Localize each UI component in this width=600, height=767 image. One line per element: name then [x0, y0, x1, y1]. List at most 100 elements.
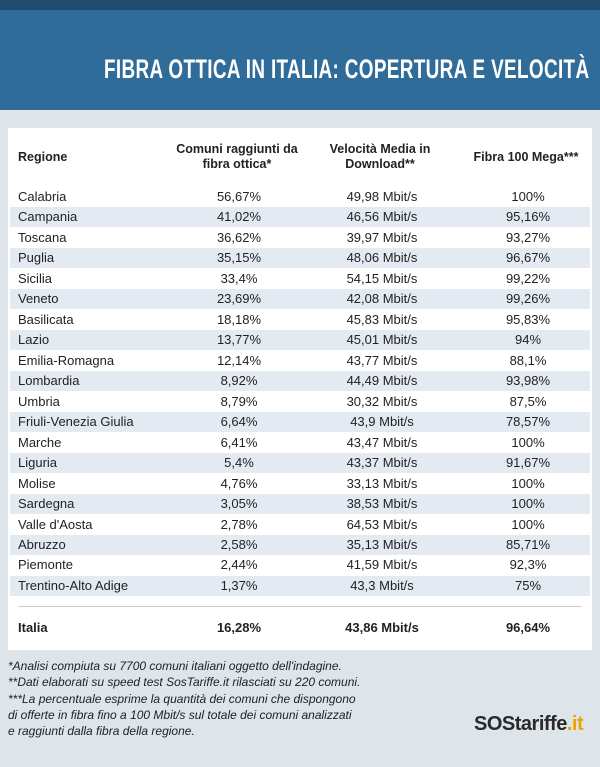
title: FIBRA OTTICA IN ITALIA: COPERTURA E VELO… [104, 54, 590, 84]
region-name: Valle d'Aosta [18, 516, 93, 532]
region-name: Liguria [18, 455, 58, 471]
table-row: Umbria 8,79% 30,32 Mbit/s 87,5% [10, 392, 590, 412]
table-cell: 41,59 Mbit/s [346, 557, 418, 573]
table-row: Emilia-Romagna 12,14% 43,77 Mbit/s 88,1% [10, 351, 590, 371]
region-name: Toscana [18, 229, 67, 245]
table-cell: 43,77 Mbit/s [346, 352, 418, 368]
banner: FIBRA OTTICA IN ITALIA: COPERTURA E VELO… [0, 10, 600, 110]
region-name: Basilicata [18, 311, 74, 327]
total-cell: 43,86 Mbit/s [345, 620, 419, 635]
region-name: Veneto [18, 291, 59, 307]
logo-part: .it [566, 713, 584, 735]
table-row: Calabria 56,67% 49,98 Mbit/s 100% [10, 187, 590, 207]
region-name: Umbria [18, 393, 60, 409]
column-header: Velocità Media in Download** [329, 142, 431, 171]
table-row: Piemonte 2,44% 41,59 Mbit/s 92,3% [10, 555, 590, 575]
region-name: Sicilia [18, 270, 52, 286]
table-cell: 45,83 Mbit/s [346, 311, 418, 327]
table-row: Friuli-Venezia Giulia 6,64% 43,9 Mbit/s 78,… [10, 412, 590, 433]
table-cell: 44,49 Mbit/s [346, 373, 418, 389]
table-cell: 54,15 Mbit/s [346, 270, 418, 286]
table-cell: 93,98% [505, 373, 551, 389]
table-cell: 8,92% [220, 373, 258, 389]
table-panel: Regione Comuni raggiunti da fibra ottica*… [8, 128, 592, 650]
table-cell: 93,27% [505, 229, 551, 245]
table-cell: 39,97 Mbit/s [346, 229, 418, 245]
table-cell: 8,79% [220, 393, 258, 409]
table-cell: 38,53 Mbit/s [346, 496, 418, 512]
table-cell: 12,14% [216, 352, 262, 368]
table-cell: 94% [514, 332, 542, 348]
total-cell: 96,64% [505, 620, 551, 635]
table-cell: 35,13 Mbit/s [346, 536, 418, 552]
table-cell: 64,53 Mbit/s [346, 516, 418, 532]
footnote: **Dati elaborati su speed test SosTariff… [8, 675, 361, 690]
region-name: Friuli-Venezia Giulia [18, 414, 134, 430]
table-row: Basilicata 18,18% 45,83 Mbit/s 95,83% [10, 310, 590, 330]
region-name: Lazio [18, 332, 50, 348]
region-name: Puglia [18, 250, 55, 266]
table-row: Valle d'Aosta 2,78% 64,53 Mbit/s 100% [10, 515, 590, 535]
table-cell: 92,3% [509, 557, 547, 573]
table-row: Toscana 36,62% 39,97 Mbit/s 93,27% [10, 228, 590, 248]
table-cell: 2,58% [220, 536, 258, 552]
table-cell: 56,67% [216, 189, 262, 204]
region-name: Calabria [18, 189, 67, 204]
table-cell: 13,77% [216, 332, 262, 348]
table-cell: 1,37% [220, 577, 258, 593]
column-header: Comuni raggiunti da fibra ottica* [176, 142, 298, 171]
footnote: e raggiunti dalla fibra della regione. [8, 724, 195, 739]
table-cell: 88,1% [509, 352, 547, 368]
table-row: Marche 6,41% 43,47 Mbit/s 100% [10, 433, 590, 453]
table-cell: 95,83% [505, 311, 551, 327]
table-cell: 78,57% [505, 414, 551, 430]
table-row: Lombardia 8,92% 44,49 Mbit/s 93,98% [10, 371, 590, 392]
table-cell: 96,67% [505, 250, 551, 266]
table-row: Trentino-Alto Adige 1,37% 43,3 Mbit/s 75% [10, 575, 590, 596]
logo: SOStariffe.it [474, 713, 584, 736]
table-row: Liguria 5,4% 43,37 Mbit/s 91,67% [10, 453, 590, 474]
region-name: Marche [18, 434, 62, 450]
total-cell: 16,28% [216, 620, 262, 635]
table-row: Sicilia 33,4% 54,15 Mbit/s 99,22% [10, 269, 590, 289]
table-cell: 48,06 Mbit/s [346, 250, 418, 266]
table-cell: 4,76% [220, 475, 258, 491]
table-cell: 100% [511, 475, 545, 491]
table-row: Sardegna 3,05% 38,53 Mbit/s 100% [10, 494, 590, 515]
table-cell: 91,67% [505, 455, 551, 471]
table-cell: 99,22% [505, 270, 551, 286]
table-cell: 95,16% [505, 209, 551, 225]
table-cell: 36,62% [216, 229, 262, 245]
region-name: Sardegna [18, 496, 75, 512]
table-row: Molise 4,76% 33,13 Mbit/s 100% [10, 474, 590, 494]
total-row: Italia 16,28% 43,86 Mbit/s 96,64% [10, 618, 590, 638]
table-row: Campania 41,02% 46,56 Mbit/s 95,16% [10, 207, 590, 228]
table-row: Lazio 13,77% 45,01 Mbit/s 94% [10, 330, 590, 351]
table-cell: 6,41% [220, 434, 258, 450]
total-cell: Italia [18, 620, 48, 635]
region-name: Molise [18, 475, 56, 491]
table-cell: 75% [514, 577, 542, 593]
table-cell: 3,05% [220, 496, 258, 512]
region-name: Lombardia [18, 373, 80, 389]
table-cell: 100% [511, 434, 545, 450]
table-cell: 23,69% [216, 291, 262, 307]
table-cell: 49,98 Mbit/s [346, 189, 418, 204]
footnote: di offerte in fibra fino a 100 Mbit/s su… [8, 707, 352, 722]
region-name: Piemonte [18, 557, 73, 573]
table-cell: 99,26% [505, 291, 551, 307]
table-cell: 43,37 Mbit/s [346, 455, 418, 471]
table-cell: 46,56 Mbit/s [346, 209, 418, 225]
table-cell: 87,5% [509, 393, 547, 409]
table-cell: 43,3 Mbit/s [350, 577, 414, 593]
table-cell: 18,18% [216, 311, 262, 327]
footnote: *Analisi compiuta su 7700 comuni italian… [8, 659, 342, 673]
table-cell: 33,4% [220, 270, 258, 286]
table-cell: 41,02% [216, 209, 262, 225]
table-cell: 30,32 Mbit/s [346, 393, 418, 409]
table-cell: 33,13 Mbit/s [346, 475, 418, 491]
separator [18, 606, 582, 607]
column-header: Regione [18, 150, 68, 164]
region-name: Abruzzo [18, 536, 66, 552]
